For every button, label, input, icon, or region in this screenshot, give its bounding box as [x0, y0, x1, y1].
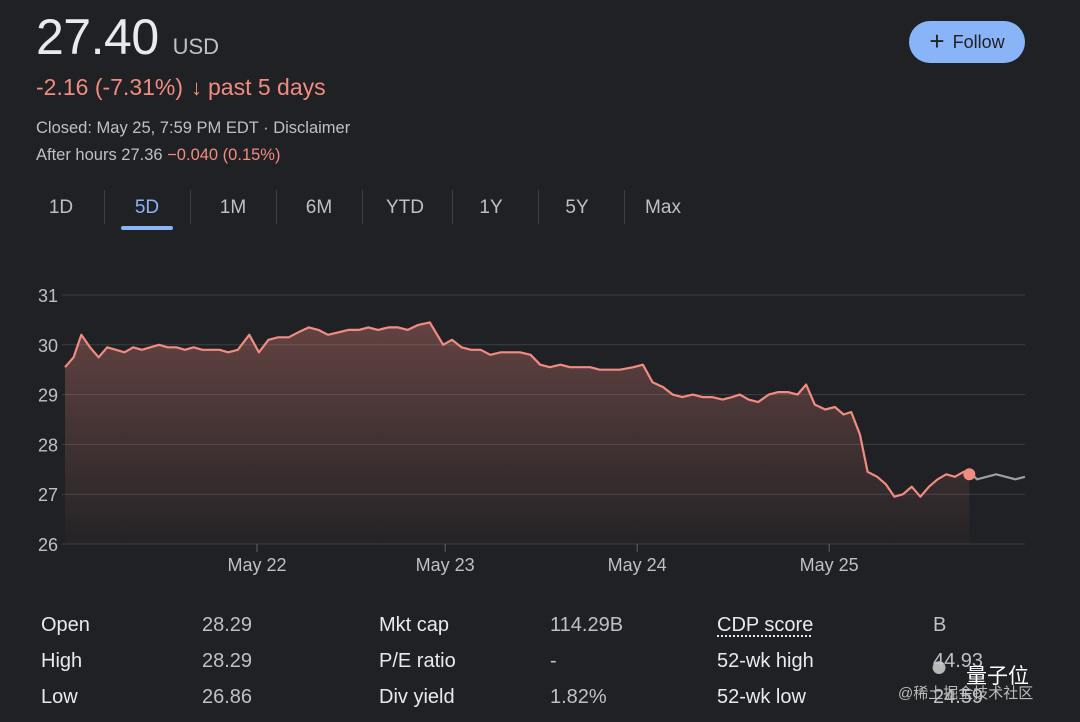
price-change: -2.16 (-7.31%) ↓ past 5 days — [36, 74, 326, 101]
x-tick-label: May 23 — [416, 555, 475, 575]
tab-divider — [538, 190, 539, 224]
tab-1d[interactable]: 1D — [48, 197, 74, 218]
after-hours-info: After hours 27.36 −0.040 (0.15%) — [36, 146, 280, 165]
series-line-after-hours — [968, 471, 1026, 481]
y-tick-label: 29 — [38, 386, 58, 406]
tab-divider — [624, 190, 625, 224]
change-period: past 5 days — [208, 74, 326, 100]
after-hours-change: −0.040 (0.15%) — [167, 146, 281, 164]
price-chart[interactable]: 26 27 28 29 30 31 May 22 May 23 May 24 May 25 — [0, 270, 1080, 590]
plus-icon: + — [929, 26, 945, 56]
stat-value-div-yield: 1.82% — [550, 686, 607, 708]
after-hours-price: After hours 27.36 — [36, 146, 163, 164]
y-tick-label: 27 — [38, 485, 58, 505]
series-area-fill — [65, 322, 970, 544]
stat-label-div-yield: Div yield — [379, 686, 455, 708]
y-tick-label: 30 — [38, 336, 58, 356]
x-tick-label: May 22 — [227, 555, 286, 575]
series-line-regular — [64, 321, 970, 498]
wechat-icon: ● — [930, 650, 949, 683]
stat-value-cdp-score: B — [933, 614, 947, 636]
x-axis-ticks: May 22 May 23 May 24 May 25 — [227, 544, 859, 575]
watermark-brand: 量子位 — [966, 665, 1029, 688]
y-tick-label: 26 — [38, 535, 58, 555]
stat-label-mkt-cap: Mkt cap — [379, 614, 450, 636]
tab-5y[interactable]: 5Y — [565, 197, 589, 218]
stat-label-cdp-score[interactable]: CDP score — [717, 614, 814, 636]
tab-divider — [190, 190, 191, 224]
watermark-sub: @稀土掘金技术社区 — [898, 685, 1034, 702]
stat-label-52wk-low: 52-wk low — [717, 686, 806, 708]
stat-label-pe-ratio: P/E ratio — [379, 650, 456, 672]
y-tick-label: 28 — [38, 435, 58, 455]
arrow-down-icon: ↓ — [191, 74, 203, 100]
tab-ytd[interactable]: YTD — [386, 197, 424, 218]
tab-divider — [104, 190, 105, 224]
tab-divider — [452, 190, 453, 224]
change-value: -2.16 (-7.31%) — [36, 74, 184, 100]
tab-5d[interactable]: 5D — [104, 190, 190, 232]
stat-value-open: 28.29 — [202, 614, 253, 636]
stat-value-low: 26.86 — [202, 686, 253, 708]
tab-divider — [362, 190, 363, 224]
y-tick-label: 31 — [38, 286, 58, 306]
stat-value-mkt-cap: 114.29B — [550, 614, 624, 636]
stat-label-52wk-high: 52-wk high — [717, 650, 814, 672]
tab-divider — [276, 190, 277, 224]
tab-max[interactable]: Max — [645, 197, 681, 218]
current-price: 27.40 — [36, 9, 159, 65]
close-marker — [963, 468, 976, 481]
x-tick-label: May 25 — [800, 555, 859, 575]
tab-6m[interactable]: 6M — [305, 197, 333, 218]
closed-info: Closed: May 25, 7:59 PM EDT · Disclaimer — [36, 119, 351, 137]
stat-label-high: High — [41, 650, 83, 672]
tab-1m[interactable]: 1M — [219, 197, 247, 218]
stat-label-low: Low — [41, 686, 78, 708]
follow-label: Follow — [952, 31, 1005, 52]
stat-value-52wk-high: 44.93 — [933, 650, 984, 672]
stat-label-open: Open — [41, 614, 90, 636]
tab-1y[interactable]: 1Y — [479, 197, 503, 218]
follow-button[interactable]: + Follow — [909, 21, 1025, 63]
stat-value-pe-ratio: - — [550, 650, 557, 672]
time-range-tabs: 1D 5D 1M 6M YTD 1Y 5Y Max — [18, 190, 706, 232]
x-tick-label: May 24 — [608, 555, 667, 575]
price-header: 27.40 USD — [36, 8, 219, 66]
chart-series — [64, 321, 1026, 544]
currency-label: USD — [172, 34, 220, 59]
stat-value-52wk-low: 24.59 — [933, 686, 984, 708]
y-axis-ticks: 26 27 28 29 30 31 — [38, 286, 58, 555]
stat-value-high: 28.29 — [202, 650, 253, 672]
